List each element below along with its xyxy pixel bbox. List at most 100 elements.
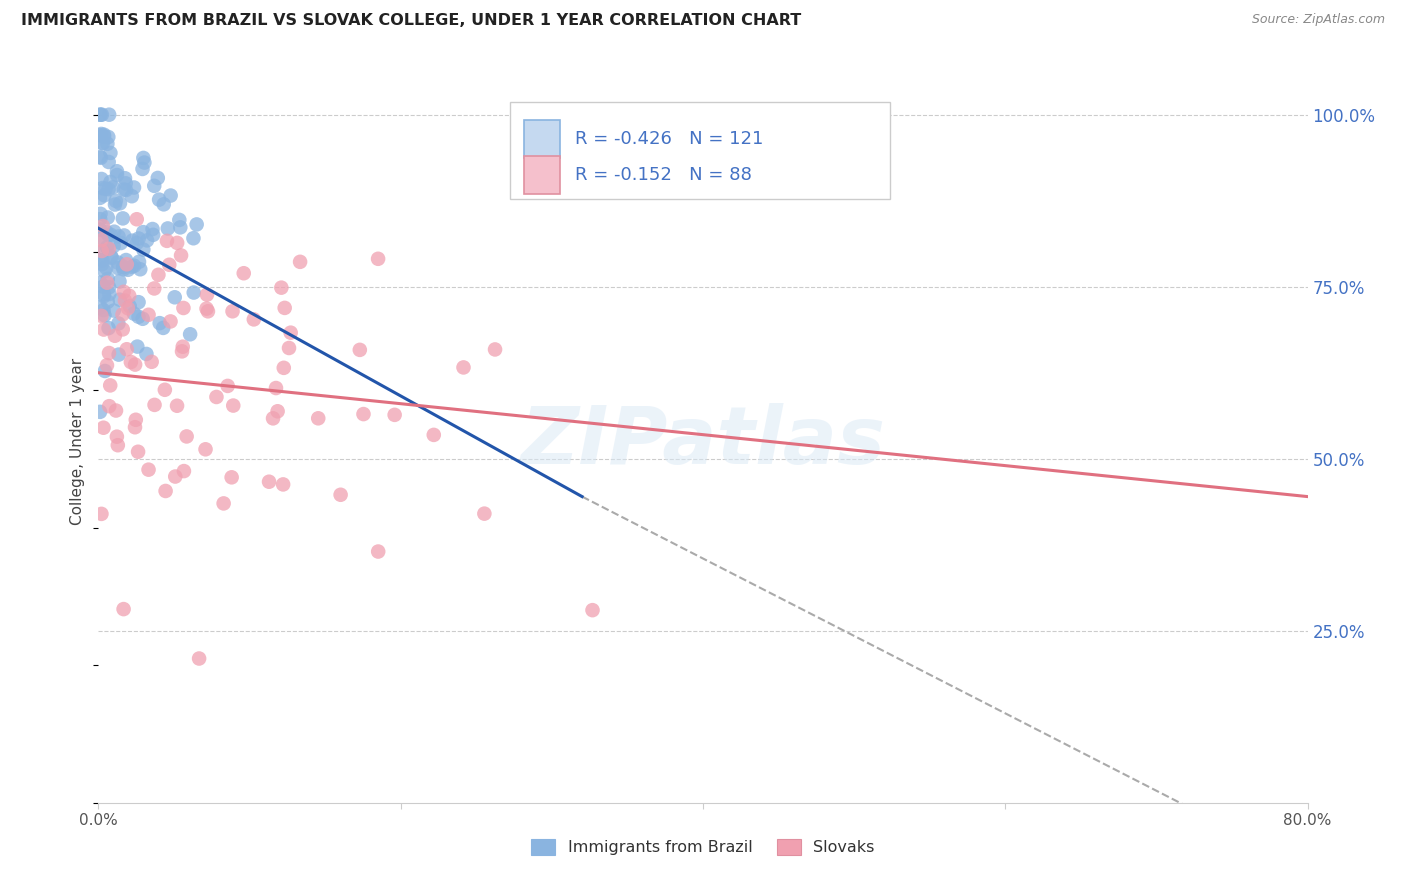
Point [93,287,115,301]
Point [103,239,125,253]
Point [384,408,406,422]
Point [172,340,194,354]
Point [89,276,111,290]
Point [89,128,111,143]
Point [103,303,125,318]
Point [183,285,205,300]
Point [176,429,198,443]
Point [128,295,150,310]
Point [91,244,114,258]
Point [152,321,174,335]
Point [110,235,132,250]
Point [197,304,219,318]
Point [157,258,180,272]
Point [98,378,121,392]
Point [125,236,148,251]
Point [111,322,134,336]
Point [89,191,111,205]
Point [94,364,117,378]
Point [143,398,166,412]
Point [90,309,112,323]
Point [125,413,148,427]
Point [148,193,170,207]
Point [93,308,115,322]
Point [278,341,301,355]
Point [112,285,135,299]
Point [89,150,111,164]
Text: R = -0.426   N = 121: R = -0.426 N = 121 [575,130,763,148]
Point [156,221,179,235]
Point [107,317,129,331]
Point [90,108,112,122]
Point [163,290,186,304]
Point [115,253,138,268]
Point [97,242,120,256]
Point [169,213,191,227]
Point [143,178,166,193]
Point [159,314,181,328]
Point [93,128,115,142]
Point [108,196,131,211]
Point [93,188,115,202]
Point [107,261,129,276]
Point [90,108,112,122]
Point [307,411,329,425]
Legend: Immigrants from Brazil, Slovaks: Immigrants from Brazil, Slovaks [523,831,883,863]
Point [166,235,188,250]
Point [266,404,288,418]
Point [270,280,292,294]
Point [98,287,121,301]
Point [186,218,208,232]
Point [195,301,218,316]
Point [97,211,120,225]
Point [264,381,287,395]
Point [165,469,187,483]
Point [103,225,125,239]
Point [131,161,153,176]
Point [349,343,371,357]
Point [90,151,112,165]
Point [169,220,191,235]
Point [148,268,170,282]
Point [117,301,139,316]
Point [101,251,124,265]
Point [221,470,243,484]
Point [101,180,124,194]
Point [155,483,177,498]
Point [97,272,120,286]
Point [118,289,141,303]
Point [146,170,169,185]
Point [90,233,112,247]
Point [90,136,112,150]
Point [172,301,194,315]
Point [111,211,134,226]
Point [125,212,148,227]
Point [153,383,176,397]
Point [138,463,160,477]
Point [93,129,115,144]
Point [114,171,136,186]
Point [179,327,201,342]
Point [100,250,122,264]
Point [136,234,159,248]
Point [143,281,166,295]
Point [262,411,284,425]
Point [96,136,118,151]
Point [108,275,131,289]
Point [104,328,127,343]
Point [91,279,114,293]
Point [138,308,160,322]
Point [115,343,138,357]
Point [93,303,115,318]
Point [120,355,142,369]
Point [90,172,112,186]
Point [104,194,127,208]
Point [453,360,475,375]
Point [100,227,122,242]
FancyBboxPatch shape [509,102,890,200]
FancyBboxPatch shape [524,156,561,194]
Point [97,294,120,309]
Point [141,222,163,236]
Point [132,243,155,257]
Point [159,188,181,202]
